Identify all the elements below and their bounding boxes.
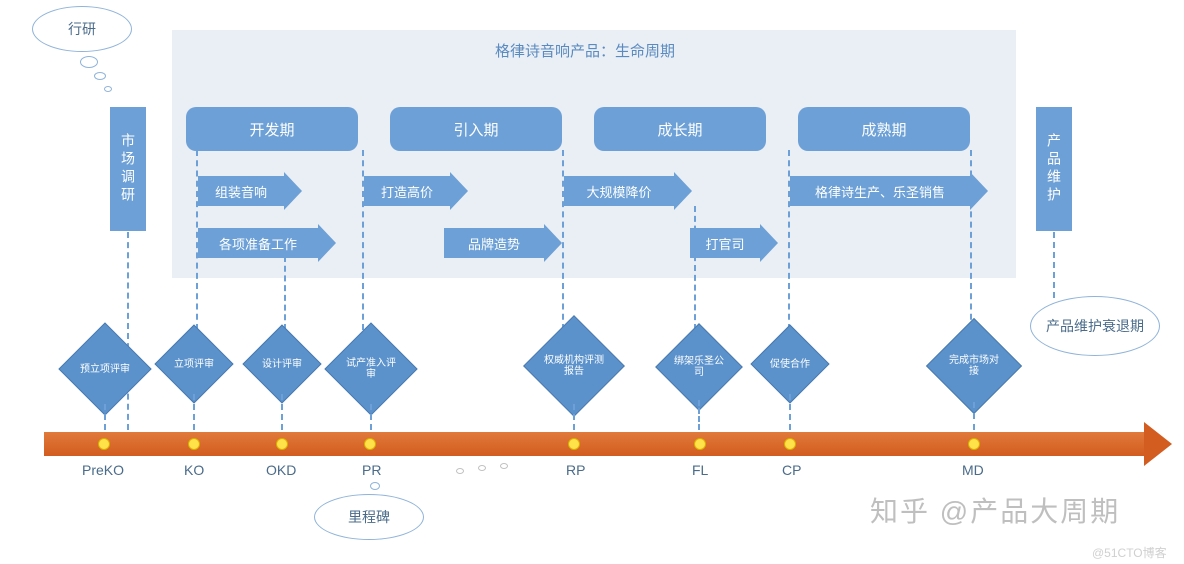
milestone-label-md: MD <box>962 462 984 478</box>
milestone-diamond-cp: 促使合作 <box>762 336 818 392</box>
left-vertical-box: 市场调研 <box>110 107 146 231</box>
dashed-line <box>281 394 283 430</box>
dashed-line <box>1053 232 1055 298</box>
milestone-label-pr: PR <box>362 462 381 478</box>
cloud-bubble <box>370 482 380 490</box>
milestone-label-fl: FL <box>692 462 708 478</box>
arrow-lawsuit: 打官司 <box>690 228 760 258</box>
arrow-head-icon <box>318 224 336 262</box>
milestone-diamond-preko: 预立项评审 <box>72 336 138 402</box>
diagram-canvas: 行研 格律诗音响产品：生命周期 市场调研 产品维护 开发期 引入期 成长期 成熟… <box>0 0 1184 564</box>
arrow-head-icon <box>284 172 302 210</box>
cloud-decline: 产品维护衰退期 <box>1030 296 1160 356</box>
milestone-diamond-fl: 绑架乐圣公司 <box>668 336 730 398</box>
dashed-line <box>698 400 700 430</box>
dashed-line <box>362 150 364 330</box>
arrow-head-icon <box>760 224 778 262</box>
cloud-research: 行研 <box>32 6 132 52</box>
timeline-dot <box>188 438 200 450</box>
dashed-line <box>284 256 286 330</box>
dashed-line <box>973 402 975 430</box>
arrow-head-icon <box>450 172 468 210</box>
dashed-line <box>789 394 791 430</box>
milestone-label-ko: KO <box>184 462 204 478</box>
dashed-line <box>970 150 972 330</box>
dashed-line <box>193 394 195 430</box>
dashed-line <box>104 404 106 430</box>
milestone-diamond-okd: 设计评审 <box>254 336 310 392</box>
arrow-prep: 各项准备工作 <box>198 228 318 258</box>
right-vertical-box: 产品维护 <box>1036 107 1072 231</box>
dashed-line <box>573 404 575 430</box>
milestone-diamond-pr: 试产准入评审 <box>338 336 404 402</box>
milestone-label-preko: PreKO <box>82 462 124 478</box>
timeline-bar <box>44 432 1146 456</box>
timeline-dot <box>98 438 110 450</box>
arrow-head-icon <box>544 224 562 262</box>
arrow-pricedrop: 大规模降价 <box>564 176 674 206</box>
phase-box-mature: 成熟期 <box>798 107 970 151</box>
milestone-label-rp: RP <box>566 462 585 478</box>
dashed-line <box>370 404 372 430</box>
watermark-zhihu: 知乎 @产品大周期 <box>870 490 1120 530</box>
arrow-assemble: 组装音响 <box>198 176 284 206</box>
arrow-brand: 品牌造势 <box>444 228 544 258</box>
arrow-head-icon <box>674 172 692 210</box>
arrow-highprice: 打造高价 <box>364 176 450 206</box>
arrow-head-icon <box>970 172 988 210</box>
timeline-arrow-head-icon <box>1144 422 1172 466</box>
milestone-label-cp: CP <box>782 462 801 478</box>
timeline-dot <box>968 438 980 450</box>
phase-box-intro: 引入期 <box>390 107 562 151</box>
milestone-diamond-rp: 权威机构评测报告 <box>538 330 610 402</box>
milestone-diamond-md: 完成市场对接 <box>940 332 1008 400</box>
timeline-dot <box>784 438 796 450</box>
dashed-line <box>562 150 564 330</box>
cloud-bubble <box>80 56 98 68</box>
dotted-trail <box>456 468 464 474</box>
timeline-dot <box>694 438 706 450</box>
milestone-label-okd: OKD <box>266 462 296 478</box>
phase-box-growth: 成长期 <box>594 107 766 151</box>
diagram-title: 格律诗音响产品：生命周期 <box>420 40 750 61</box>
milestone-diamond-ko: 立项评审 <box>166 336 222 392</box>
dotted-trail <box>500 463 508 469</box>
dashed-line <box>196 150 198 330</box>
timeline-dot <box>364 438 376 450</box>
watermark-51cto: @51CTO博客 <box>1092 544 1167 561</box>
phase-box-dev: 开发期 <box>186 107 358 151</box>
cloud-milestone: 里程碑 <box>314 494 424 540</box>
cloud-bubble <box>104 86 112 92</box>
timeline-dot <box>568 438 580 450</box>
cloud-bubble <box>94 72 106 80</box>
arrow-produce-sell: 格律诗生产、乐圣销售 <box>790 176 970 206</box>
dashed-line <box>694 206 696 330</box>
timeline-dot <box>276 438 288 450</box>
dotted-trail <box>478 465 486 471</box>
dashed-line <box>788 150 790 330</box>
